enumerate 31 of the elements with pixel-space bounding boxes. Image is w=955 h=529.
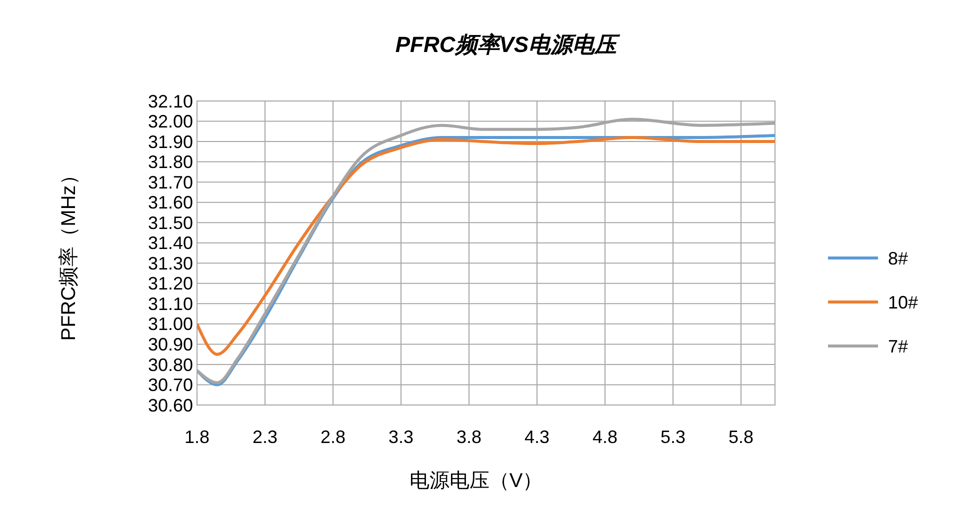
x-tick-label: 3.8 [456, 427, 482, 447]
y-tick-label: 31.10 [148, 294, 193, 314]
y-tick-label: 31.80 [148, 152, 193, 172]
y-tick-label: 31.30 [148, 253, 193, 274]
y-tick-label: 30.60 [148, 395, 193, 416]
y-tick-label: 31.20 [148, 274, 193, 294]
y-tick-label: 31.00 [148, 314, 193, 334]
x-tick-label: 2.8 [320, 427, 346, 447]
y-axis-title: PFRC频率（MHz） [58, 165, 80, 341]
y-tick-label: 31.60 [148, 192, 193, 213]
y-tick-label: 31.40 [148, 233, 193, 254]
y-tick-label: 31.70 [148, 172, 193, 192]
legend-label: 10# [888, 292, 918, 312]
x-tick-label: 3.3 [388, 427, 414, 447]
x-tick-label: 5.3 [660, 427, 686, 447]
y-tick-label: 30.80 [148, 354, 193, 375]
x-tick-label: 4.3 [524, 427, 550, 447]
y-tick-label: 31.90 [148, 132, 193, 152]
legend-label: 8# [888, 248, 908, 268]
legend-label: 7# [888, 336, 908, 356]
y-tick-label: 32.10 [148, 91, 193, 112]
chart-title: PFRC频率VS电源电压 [395, 32, 621, 57]
x-tick-label: 5.8 [728, 427, 754, 447]
x-tick-label: 1.8 [184, 427, 210, 447]
y-tick-label: 32.00 [148, 112, 193, 132]
y-tick-label: 31.50 [148, 212, 193, 233]
y-tick-label: 30.70 [148, 375, 193, 396]
x-tick-label: 2.3 [252, 427, 278, 447]
x-tick-label: 4.8 [592, 427, 618, 447]
x-axis-title: 电源电压（V） [409, 470, 543, 492]
y-tick-label: 30.90 [148, 334, 193, 354]
